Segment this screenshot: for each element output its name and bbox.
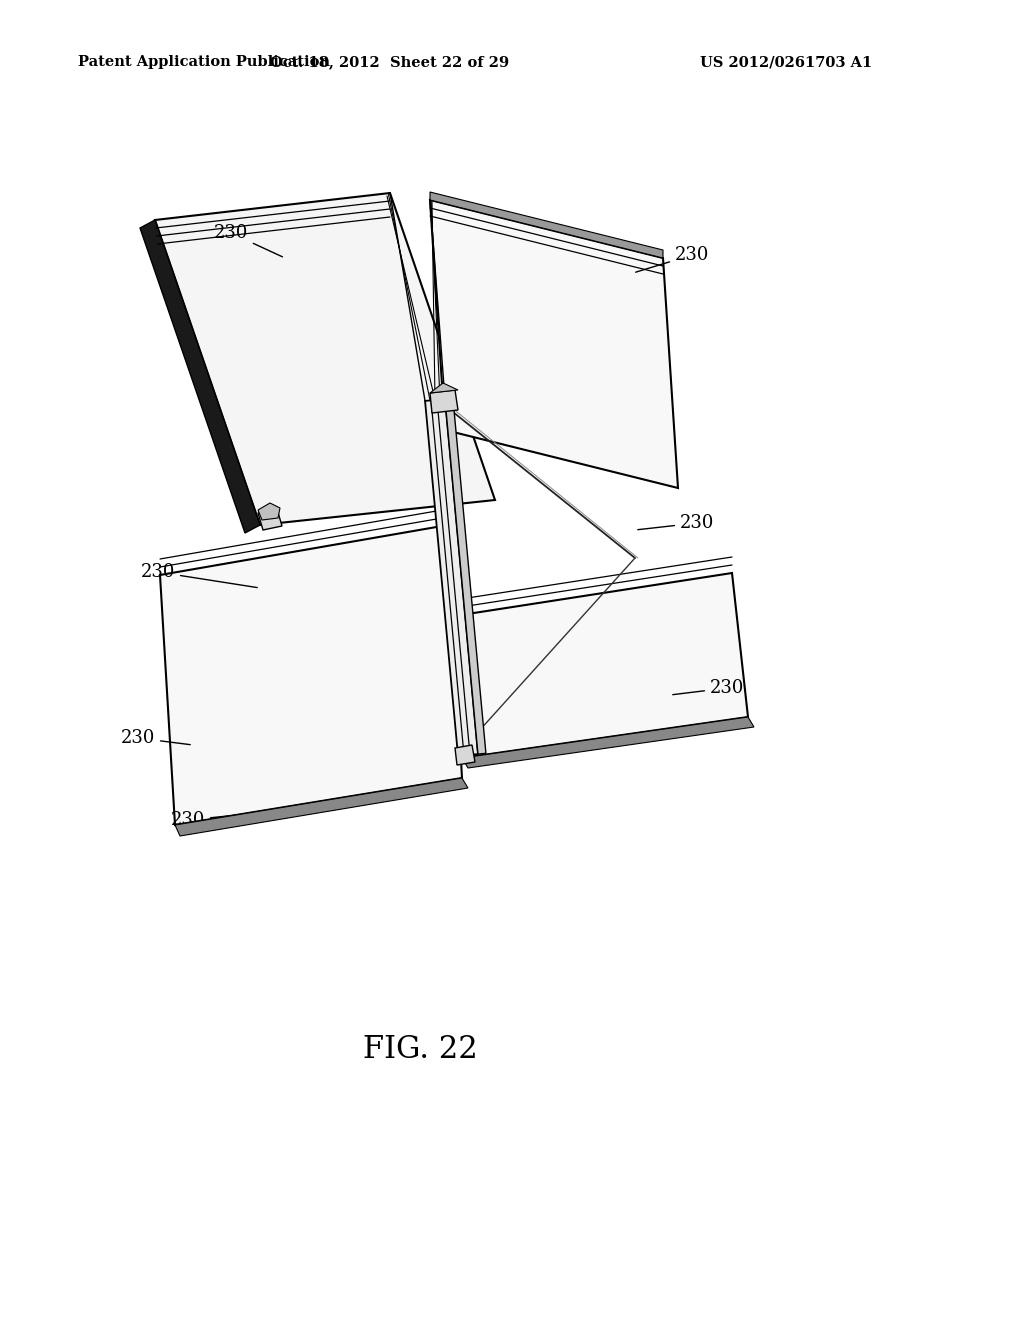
Polygon shape (258, 510, 282, 531)
Text: 230: 230 (121, 729, 190, 747)
Text: 230: 230 (638, 513, 715, 532)
Text: 230: 230 (673, 678, 744, 697)
Text: 230: 230 (140, 564, 257, 587)
Text: 230: 230 (171, 810, 265, 829)
Polygon shape (175, 777, 468, 836)
Polygon shape (462, 717, 754, 768)
Text: US 2012/0261703 A1: US 2012/0261703 A1 (700, 55, 872, 69)
Polygon shape (155, 193, 495, 525)
Polygon shape (455, 744, 475, 766)
Polygon shape (449, 573, 748, 758)
Text: FIG. 22: FIG. 22 (362, 1035, 477, 1065)
Polygon shape (430, 201, 678, 488)
Polygon shape (258, 503, 280, 520)
Text: 230: 230 (214, 224, 283, 257)
Polygon shape (430, 389, 458, 413)
Polygon shape (425, 399, 478, 756)
Polygon shape (140, 220, 260, 533)
Polygon shape (445, 399, 486, 754)
Polygon shape (160, 525, 462, 825)
Text: 230: 230 (636, 246, 710, 272)
Polygon shape (430, 191, 663, 257)
Text: Oct. 18, 2012  Sheet 22 of 29: Oct. 18, 2012 Sheet 22 of 29 (270, 55, 510, 69)
Polygon shape (430, 383, 458, 393)
Text: Patent Application Publication: Patent Application Publication (78, 55, 330, 69)
